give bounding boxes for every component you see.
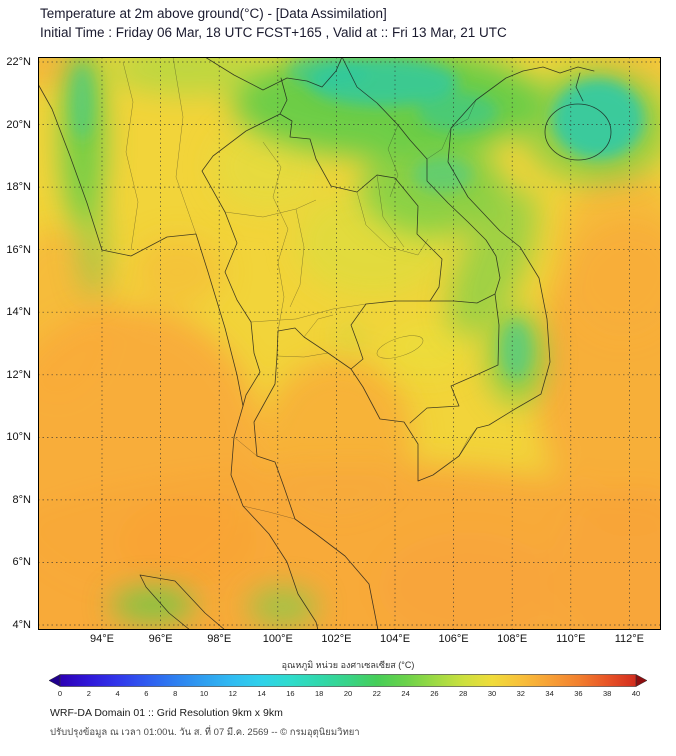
colorbar-tick-label: 2 [86, 689, 91, 698]
lon-tick-label: 100°E [262, 633, 293, 645]
colorbar-tick-label: 10 [199, 689, 209, 698]
colorbar [48, 674, 648, 687]
colorbar-over-arrow [635, 674, 648, 687]
colorbar-tick-label: 8 [173, 689, 178, 698]
colorbar-tick-label: 6 [144, 689, 149, 698]
temperature-field-cold [70, 57, 644, 380]
lat-tick-label: 16°N [6, 243, 31, 256]
colorbar-tick-label: 12 [228, 689, 237, 698]
colorbar-tick-label: 26 [430, 689, 439, 698]
colorbar-tick-label: 28 [459, 689, 468, 698]
grid-lines [38, 57, 661, 630]
lat-tick-label: 4°N [12, 619, 31, 632]
longitude-axis: 94°E 96°E 98°E 100°E 102°E 104°E 106°E 108°E 110… [38, 633, 661, 647]
colorbar-tick-label: 32 [516, 689, 525, 698]
colorbar-tick-label: 0 [57, 689, 63, 698]
footer-update-info: ปรับปรุงข้อมูล ณ เวลา 01:00น. วัน ส. ที่… [50, 727, 360, 738]
colorbar-tick-label: 4 [115, 689, 120, 698]
lon-tick-label: 96°E [148, 633, 173, 645]
temperature-map [38, 57, 661, 630]
map-border [38, 57, 661, 630]
lon-tick-label: 106°E [438, 633, 469, 645]
colorbar-tick-label: 38 [603, 689, 612, 698]
latitude-axis: 22°N 20°N 18°N 16°N 14°N 12°N 10°N 8°N 6°N 4°N [0, 56, 34, 632]
map-area [38, 57, 661, 630]
colorbar-gradient-bar [48, 674, 648, 687]
lat-tick-label: 12°N [6, 368, 31, 381]
lat-tick-label: 6°N [12, 556, 31, 569]
colorbar-tick-label: 16 [286, 689, 295, 698]
colorbar-tick-label: 36 [574, 689, 583, 698]
lat-tick-label: 18°N [6, 181, 31, 194]
lon-tick-label: 112°E [614, 633, 645, 645]
lat-tick-label: 8°N [12, 493, 31, 506]
colorbar-under-arrow [48, 674, 61, 687]
colorbar-tick-label: 14 [257, 689, 266, 698]
province-boundaries [122, 57, 478, 520]
colorbar-tick-label: 40 [631, 689, 641, 698]
footer-domain-info: WRF-DA Domain 01 :: Grid Resolution 9km … [50, 707, 283, 719]
lon-tick-label: 102°E [321, 633, 352, 645]
colorbar-tick-label: 30 [487, 689, 497, 698]
colorbar-tick-label: 22 [372, 689, 381, 698]
lon-tick-label: 108°E [497, 633, 528, 645]
lat-tick-label: 14°N [6, 306, 31, 319]
lat-tick-label: 22°N [6, 56, 31, 68]
lat-tick-label: 20°N [6, 118, 31, 131]
lon-tick-label: 110°E [556, 633, 586, 645]
lon-tick-label: 104°E [379, 633, 411, 645]
country-boundaries [38, 57, 612, 630]
colorbar-label: อุณหภูมิ หน่วย องศาเซลเซียส (°C) [281, 660, 415, 670]
colorbar-ramp [59, 674, 637, 687]
lon-tick-label: 98°E [207, 633, 232, 645]
colorbar-tick-label: 18 [315, 689, 324, 698]
colorbar-tick-label: 20 [343, 689, 353, 698]
colorbar-tick-label: 24 [401, 689, 410, 698]
colorbar-ticks: 0 2 4 6 8 10 12 14 16 18 20 22 24 26 28 30 32 34 36 38 40 [57, 689, 640, 698]
page-title: Temperature at 2m above ground(°C) - [Da… [40, 6, 387, 21]
lon-tick-label: 94°E [90, 633, 114, 645]
colorbar-tick-label: 34 [545, 689, 554, 698]
page-subtitle: Initial Time : Friday 06 Mar, 18 UTC FCS… [40, 25, 507, 40]
lat-tick-label: 10°N [6, 431, 31, 444]
